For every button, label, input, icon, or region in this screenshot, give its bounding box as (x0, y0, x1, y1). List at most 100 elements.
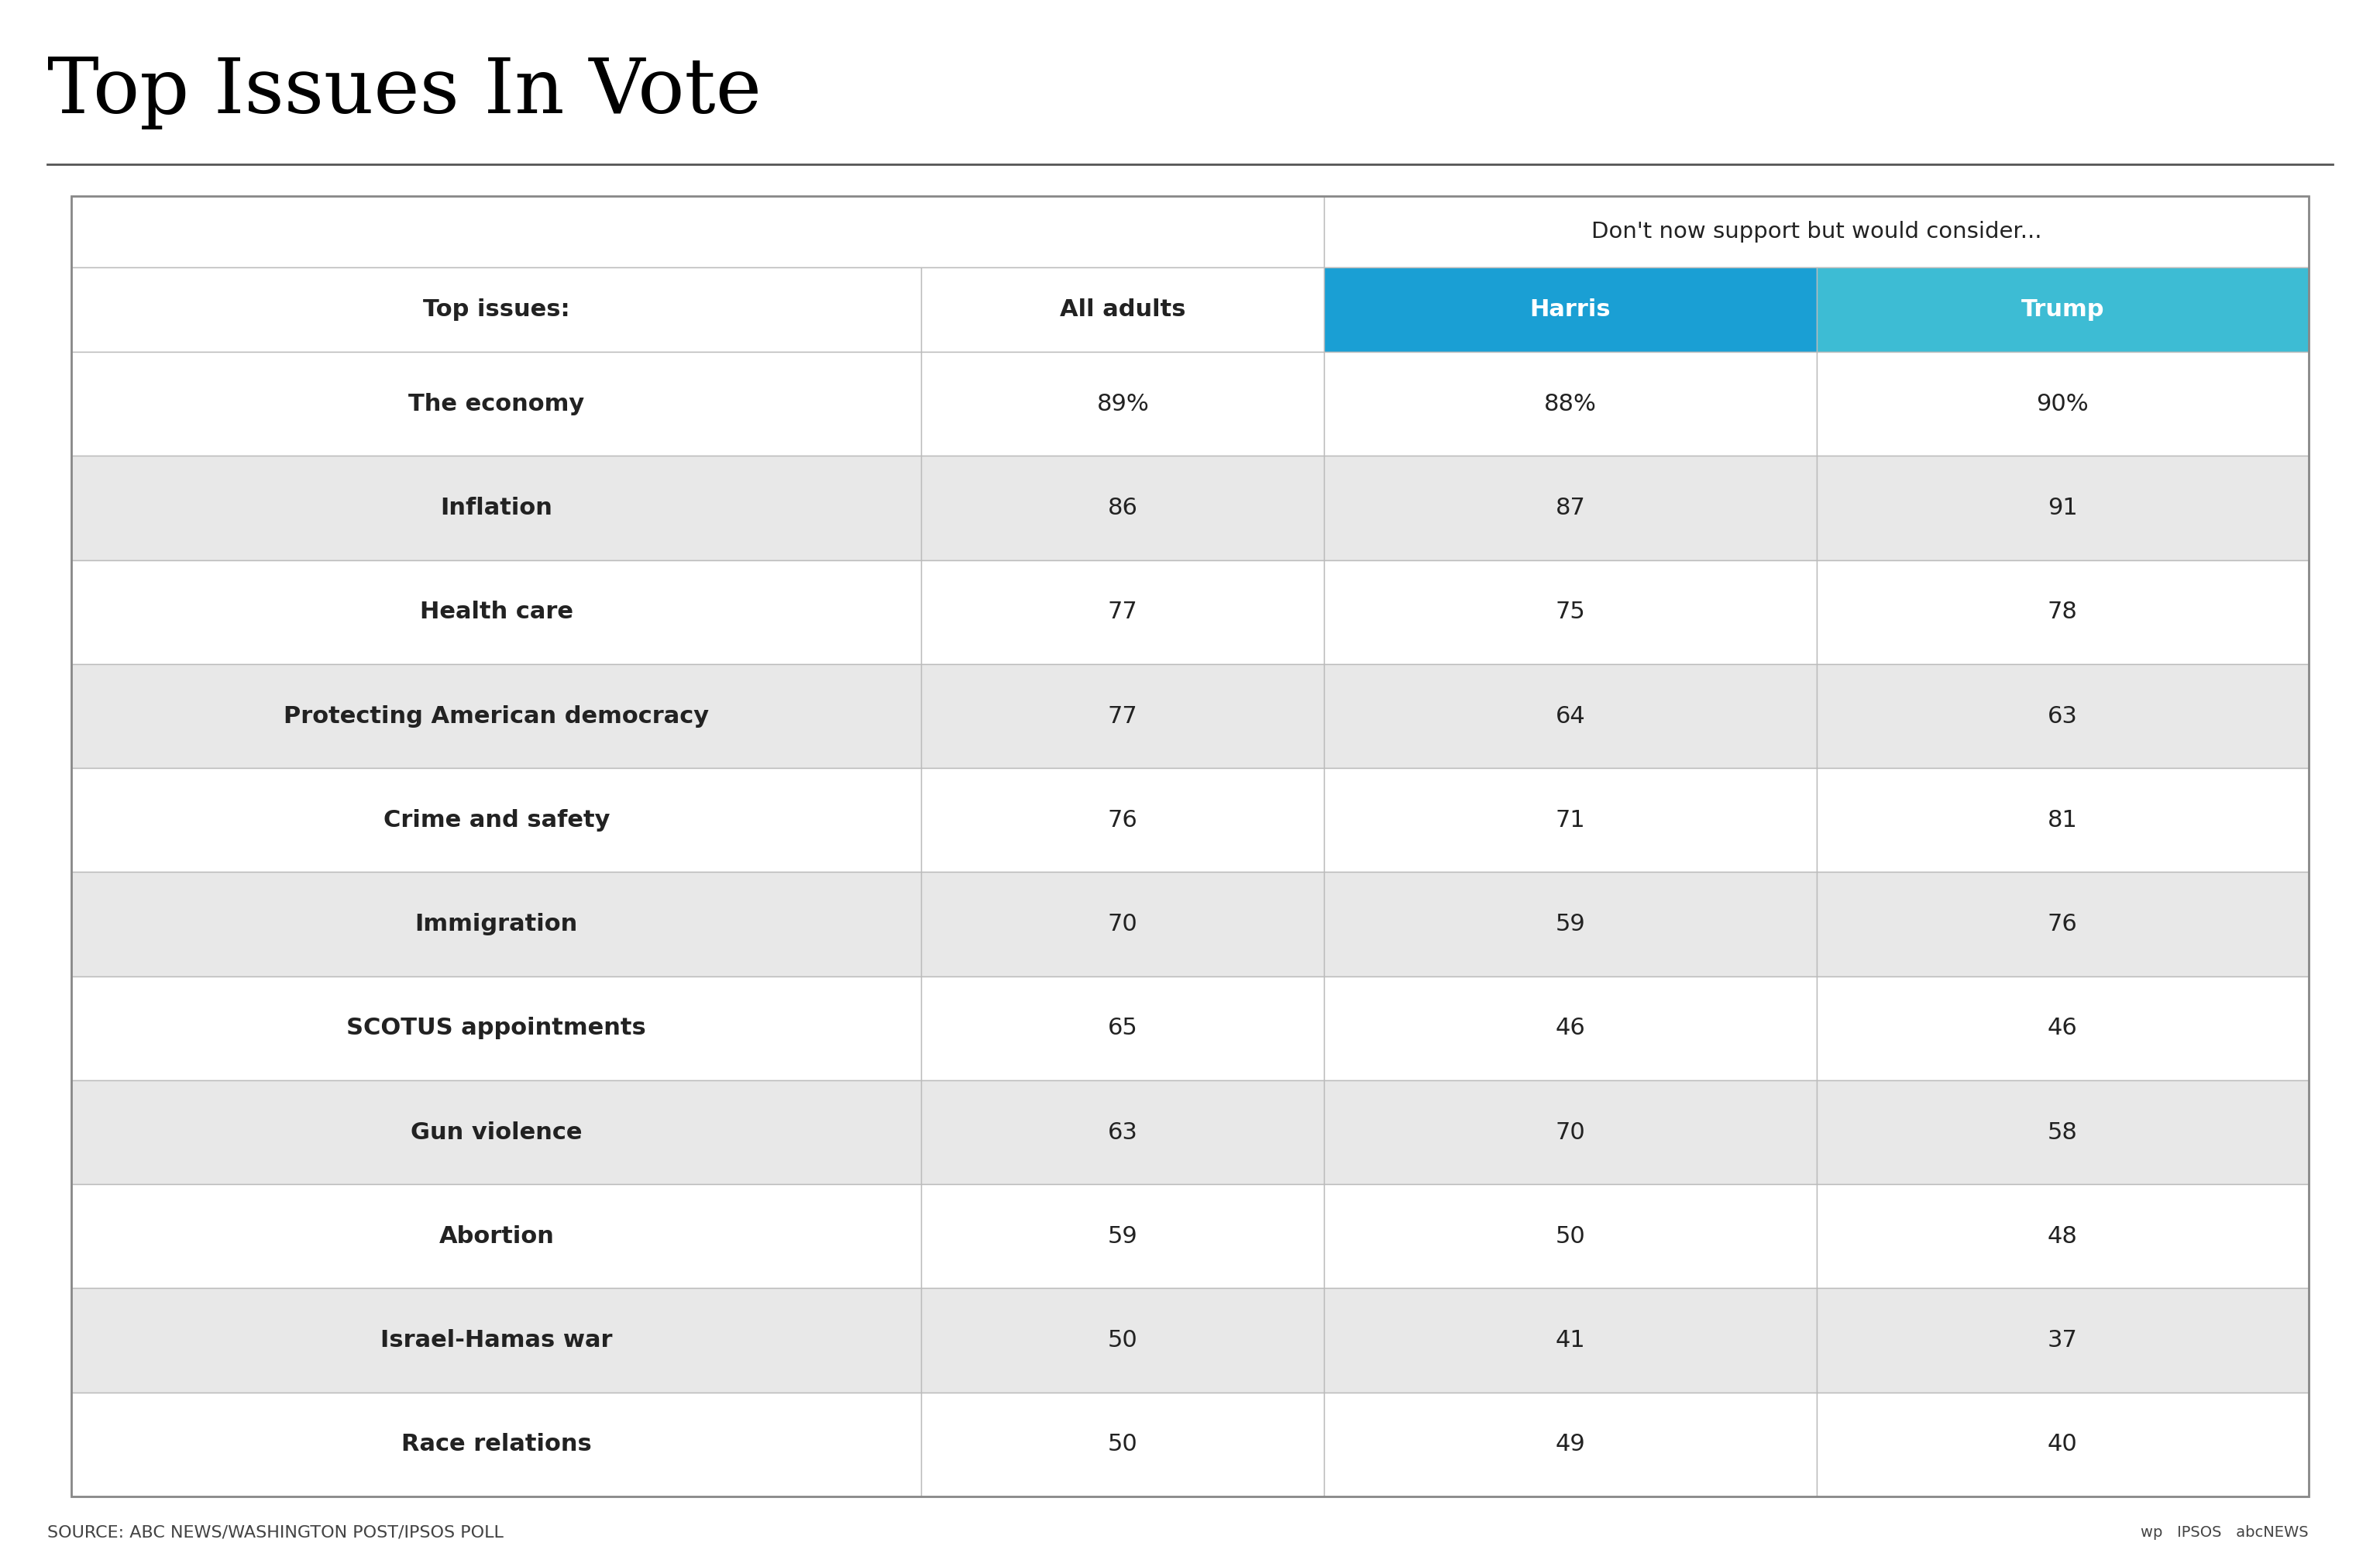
Text: 75: 75 (1554, 600, 1585, 624)
Text: Gun violence: Gun violence (412, 1120, 583, 1144)
Bar (921, 1185, 1323, 1288)
Bar (71, 976, 921, 1080)
Bar (71, 873, 921, 976)
Text: Crime and safety: Crime and safety (383, 809, 609, 832)
Bar (921, 268, 1323, 353)
Bar (71, 1393, 921, 1496)
Bar (1816, 268, 2309, 353)
Bar (921, 1393, 1323, 1496)
Bar (1816, 456, 2309, 559)
Text: 46: 46 (1554, 1017, 1585, 1039)
Bar (1816, 976, 2309, 1080)
Text: The economy: The economy (409, 393, 585, 415)
Text: Protecting American democracy: Protecting American democracy (283, 705, 709, 727)
Text: 63: 63 (2047, 705, 2078, 727)
Text: 65: 65 (1107, 1017, 1138, 1039)
Text: 41: 41 (1554, 1329, 1585, 1352)
Text: Don't now support but would consider...: Don't now support but would consider... (1592, 221, 2042, 243)
Bar (921, 353, 1323, 456)
Bar (921, 873, 1323, 976)
Bar (921, 1288, 1323, 1393)
Text: 46: 46 (2047, 1017, 2078, 1039)
Text: 37: 37 (2047, 1329, 2078, 1352)
Text: Top Issues In Vote: Top Issues In Vote (48, 55, 762, 128)
Text: 63: 63 (1107, 1120, 1138, 1144)
Bar (921, 456, 1323, 559)
Bar (1816, 873, 2309, 976)
Text: 40: 40 (2047, 1434, 2078, 1456)
Bar (1323, 1288, 1816, 1393)
Text: Israel-Hamas war: Israel-Hamas war (381, 1329, 612, 1352)
Bar (1816, 353, 2309, 456)
Bar (1323, 1185, 1816, 1288)
Bar (1323, 873, 1816, 976)
Bar (921, 976, 1323, 1080)
Bar (1323, 353, 1816, 456)
Text: 49: 49 (1554, 1434, 1585, 1456)
Bar (71, 196, 1323, 268)
Text: 76: 76 (1107, 809, 1138, 832)
Bar (1323, 559, 1816, 664)
Text: Immigration: Immigration (414, 914, 578, 935)
Bar (71, 664, 921, 768)
Text: wp   IPSOS   abcNEWS: wp IPSOS abcNEWS (2140, 1525, 2309, 1540)
Text: 89%: 89% (1097, 393, 1150, 415)
Bar (1323, 976, 1816, 1080)
Bar (1816, 1393, 2309, 1496)
Bar (1323, 268, 1816, 353)
Bar (71, 353, 921, 456)
Text: SOURCE: ABC NEWS/WASHINGTON POST/IPSOS POLL: SOURCE: ABC NEWS/WASHINGTON POST/IPSOS P… (48, 1525, 505, 1540)
Bar (71, 268, 921, 353)
Text: Abortion: Abortion (438, 1225, 555, 1247)
Text: Race relations: Race relations (402, 1434, 593, 1456)
Text: 87: 87 (1554, 497, 1585, 519)
Text: 90%: 90% (2037, 393, 2090, 415)
Bar (71, 559, 921, 664)
Text: Top issues:: Top issues: (424, 298, 569, 321)
Bar (1816, 1288, 2309, 1393)
Bar (71, 456, 921, 559)
Bar (1816, 1185, 2309, 1288)
Bar (1323, 664, 1816, 768)
Bar (1323, 456, 1816, 559)
Bar (71, 1185, 921, 1288)
Bar (921, 768, 1323, 873)
Text: 81: 81 (2047, 809, 2078, 832)
Bar (1816, 664, 2309, 768)
Text: 58: 58 (2047, 1120, 2078, 1144)
Text: 48: 48 (2047, 1225, 2078, 1247)
Bar (921, 559, 1323, 664)
Text: 50: 50 (1107, 1434, 1138, 1456)
Bar (1323, 196, 2309, 268)
Bar (1816, 559, 2309, 664)
Text: 78: 78 (2047, 600, 2078, 624)
Bar (921, 664, 1323, 768)
Bar (1323, 1393, 1816, 1496)
Bar (71, 1288, 921, 1393)
Bar (1323, 768, 1816, 873)
Text: 70: 70 (1107, 914, 1138, 935)
Text: Harris: Harris (1530, 298, 1611, 321)
Text: 70: 70 (1554, 1120, 1585, 1144)
Bar (1323, 1080, 1816, 1185)
Text: Inflation: Inflation (440, 497, 552, 519)
Text: 64: 64 (1554, 705, 1585, 727)
Bar (71, 196, 2309, 1496)
Text: 77: 77 (1107, 600, 1138, 624)
Bar (921, 1080, 1323, 1185)
Text: 50: 50 (1554, 1225, 1585, 1247)
Bar (1816, 768, 2309, 873)
Text: 77: 77 (1107, 705, 1138, 727)
Text: 88%: 88% (1545, 393, 1597, 415)
Text: 50: 50 (1107, 1329, 1138, 1352)
Text: All adults: All adults (1059, 298, 1185, 321)
Text: 76: 76 (2047, 914, 2078, 935)
Text: 71: 71 (1554, 809, 1585, 832)
Bar (71, 768, 921, 873)
Bar (71, 1080, 921, 1185)
Text: Trump: Trump (2021, 298, 2104, 321)
Text: 59: 59 (1107, 1225, 1138, 1247)
Text: Health care: Health care (419, 600, 574, 624)
Text: 91: 91 (2047, 497, 2078, 519)
Text: 86: 86 (1107, 497, 1138, 519)
